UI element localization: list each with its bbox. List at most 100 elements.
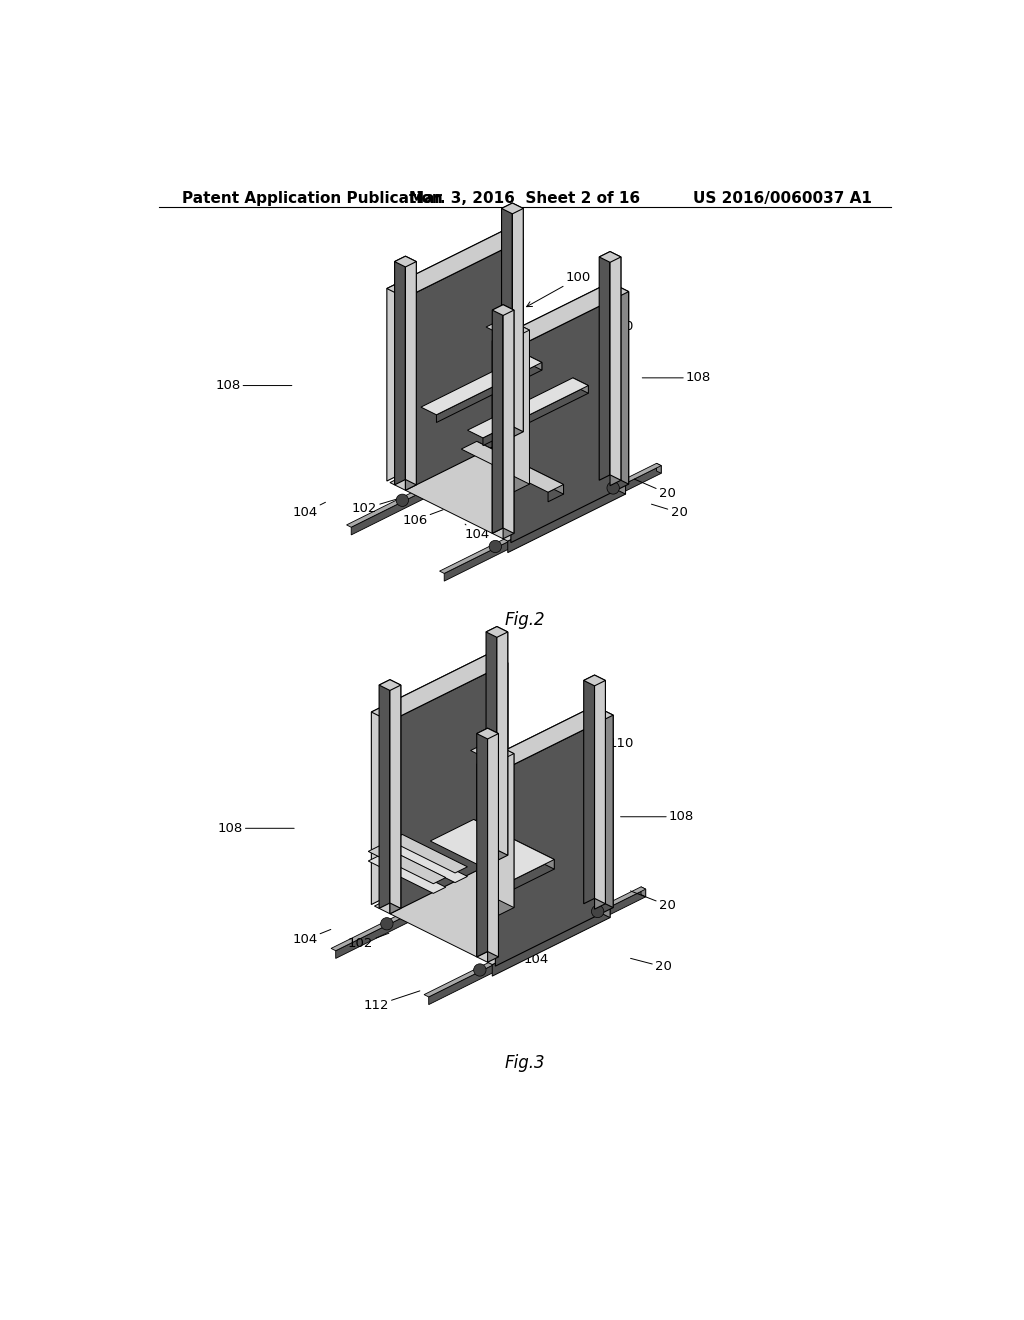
Polygon shape: [584, 675, 605, 686]
Polygon shape: [430, 820, 554, 880]
Polygon shape: [505, 318, 529, 484]
Polygon shape: [387, 230, 505, 480]
Polygon shape: [548, 484, 563, 502]
Text: 110: 110: [390, 722, 424, 748]
Polygon shape: [508, 424, 626, 494]
Polygon shape: [421, 355, 542, 414]
Text: 104: 104: [292, 503, 326, 519]
Polygon shape: [394, 256, 406, 484]
Polygon shape: [486, 627, 497, 855]
Polygon shape: [610, 252, 621, 480]
Text: 112: 112: [464, 325, 489, 360]
Polygon shape: [390, 834, 402, 850]
Polygon shape: [387, 230, 523, 298]
Polygon shape: [512, 209, 523, 437]
Polygon shape: [390, 424, 626, 541]
Polygon shape: [372, 653, 508, 721]
Polygon shape: [511, 292, 629, 543]
Polygon shape: [483, 385, 589, 446]
Polygon shape: [471, 742, 514, 763]
Circle shape: [396, 494, 409, 507]
Polygon shape: [502, 203, 523, 214]
Polygon shape: [474, 820, 554, 869]
Polygon shape: [641, 887, 646, 896]
Text: 110: 110: [579, 319, 634, 342]
Polygon shape: [508, 483, 626, 553]
Circle shape: [474, 964, 486, 977]
Polygon shape: [493, 282, 629, 350]
Text: 112: 112: [457, 741, 482, 764]
Polygon shape: [493, 847, 610, 917]
Polygon shape: [379, 680, 390, 908]
Circle shape: [489, 540, 502, 553]
Polygon shape: [477, 706, 595, 957]
Text: 106: 106: [402, 510, 443, 527]
Polygon shape: [503, 305, 514, 533]
Polygon shape: [477, 441, 563, 494]
Polygon shape: [406, 239, 523, 490]
Polygon shape: [477, 729, 499, 739]
Text: 110: 110: [571, 737, 634, 756]
Polygon shape: [390, 685, 400, 913]
Polygon shape: [424, 887, 646, 997]
Polygon shape: [477, 706, 613, 774]
Polygon shape: [477, 729, 487, 957]
Circle shape: [592, 906, 604, 917]
Polygon shape: [369, 845, 445, 884]
Text: 112: 112: [364, 991, 420, 1012]
Polygon shape: [331, 841, 553, 950]
Text: 104: 104: [494, 950, 549, 966]
Polygon shape: [584, 675, 595, 904]
Polygon shape: [497, 632, 508, 861]
Polygon shape: [599, 252, 610, 480]
Text: Fig.2: Fig.2: [505, 611, 545, 630]
Polygon shape: [493, 906, 610, 977]
Polygon shape: [505, 230, 523, 432]
Polygon shape: [379, 680, 400, 690]
Polygon shape: [599, 252, 621, 263]
Polygon shape: [486, 627, 508, 638]
Polygon shape: [493, 305, 503, 533]
Text: 100: 100: [526, 271, 591, 306]
Polygon shape: [351, 420, 568, 535]
Polygon shape: [497, 627, 508, 855]
Polygon shape: [390, 663, 508, 913]
Polygon shape: [496, 715, 613, 966]
Polygon shape: [372, 653, 489, 904]
Polygon shape: [336, 843, 553, 958]
Polygon shape: [610, 282, 629, 484]
Text: 20: 20: [634, 479, 676, 500]
Polygon shape: [526, 355, 542, 370]
Text: 104: 104: [292, 929, 331, 946]
Polygon shape: [439, 463, 662, 573]
Polygon shape: [511, 859, 554, 891]
Text: Mar. 3, 2016  Sheet 2 of 16: Mar. 3, 2016 Sheet 2 of 16: [410, 191, 640, 206]
Text: 102: 102: [348, 933, 389, 950]
Polygon shape: [496, 754, 514, 917]
Text: 104: 104: [464, 524, 489, 541]
Text: 108: 108: [217, 822, 294, 834]
Polygon shape: [429, 890, 646, 1005]
Polygon shape: [444, 466, 662, 581]
Polygon shape: [493, 305, 514, 315]
Text: 110: 110: [398, 282, 432, 314]
Polygon shape: [461, 441, 563, 492]
Polygon shape: [595, 706, 613, 908]
Text: Fig.3: Fig.3: [505, 1055, 545, 1072]
Polygon shape: [486, 318, 529, 339]
Polygon shape: [489, 742, 514, 908]
Text: 20: 20: [631, 958, 672, 973]
Text: 20: 20: [631, 891, 676, 912]
Polygon shape: [406, 261, 417, 490]
Polygon shape: [563, 417, 568, 428]
Polygon shape: [375, 847, 610, 965]
Circle shape: [514, 436, 526, 447]
Text: 108: 108: [642, 371, 712, 384]
Polygon shape: [390, 834, 467, 873]
Polygon shape: [610, 257, 621, 486]
Polygon shape: [436, 363, 542, 422]
Circle shape: [499, 859, 511, 871]
Polygon shape: [487, 734, 499, 962]
Circle shape: [607, 482, 620, 494]
Polygon shape: [369, 855, 445, 894]
